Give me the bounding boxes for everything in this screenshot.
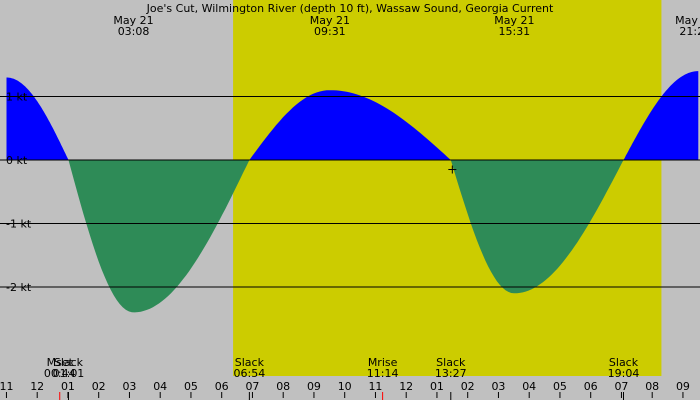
x-tick-label: 06 [584,380,598,393]
y-tick-label: -2 kt [6,281,32,294]
event-name-label: Slack [436,356,466,369]
x-tick-label: 08 [276,380,290,393]
event-time-label: 19:04 [608,367,640,380]
x-tick-label: 11 [368,380,382,393]
x-tick-label: 05 [553,380,567,393]
x-tick-label: 10 [338,380,352,393]
peak-date-label: May 21 [675,14,700,27]
current-areas [6,71,699,313]
event-name-label: Mrise [368,356,398,369]
x-tick-label: 02 [461,380,475,393]
x-tick-label: 04 [153,380,167,393]
event-time-label: 06:54 [234,367,266,380]
flood-current-area [623,71,699,160]
x-tick-label: 09 [307,380,321,393]
y-tick-label: -1 kt [6,218,32,231]
x-tick-label: 04 [522,380,536,393]
x-tick-label: 07 [614,380,628,393]
event-name-label: Mset [47,356,74,369]
x-tick-label: 03 [491,380,505,393]
peak-time-label: 21:24 [679,25,700,38]
x-tick-label: 07 [245,380,259,393]
event-name-label: Slack [235,356,265,369]
chart-title: Joe's Cut, Wilmington River (depth 10 ft… [146,2,554,15]
x-tick-label: 02 [92,380,106,393]
peak-date-label: May 21 [113,14,153,27]
x-tick-label: 12 [399,380,413,393]
x-tick-label: 12 [30,380,44,393]
peak-time-label: 03:08 [118,25,150,38]
event-name-label: Slack [54,356,84,369]
event-time-label: 11:14 [367,367,399,380]
peak-time-label: 09:31 [314,25,346,38]
flood-current-area [6,77,69,160]
ebb-current-area [450,160,624,294]
x-tick-label: 11 [0,380,13,393]
y-tick-label: 0 kt [6,154,28,167]
x-tick-label: 03 [122,380,136,393]
x-tick-label: 06 [215,380,229,393]
flood-current-area [249,90,451,160]
x-tick-label: 08 [645,380,659,393]
y-tick-label: 1 kt [6,91,28,104]
peak-date-label: May 21 [310,14,350,27]
x-tick-label: 09 [676,380,690,393]
ebb-current-area [68,160,250,313]
peak-date-label: May 21 [494,14,534,27]
peak-time-label: 15:31 [498,25,530,38]
gridlines [0,96,700,288]
x-tick-label: 05 [184,380,198,393]
x-tick-label: 01 [430,380,444,393]
event-name-label: Slack [609,356,639,369]
x-tick-label: 01 [61,380,75,393]
event-time-label: 13:27 [435,367,467,380]
event-time-label: 00:44 [44,367,76,380]
event-time-label: 01:01 [53,367,85,380]
